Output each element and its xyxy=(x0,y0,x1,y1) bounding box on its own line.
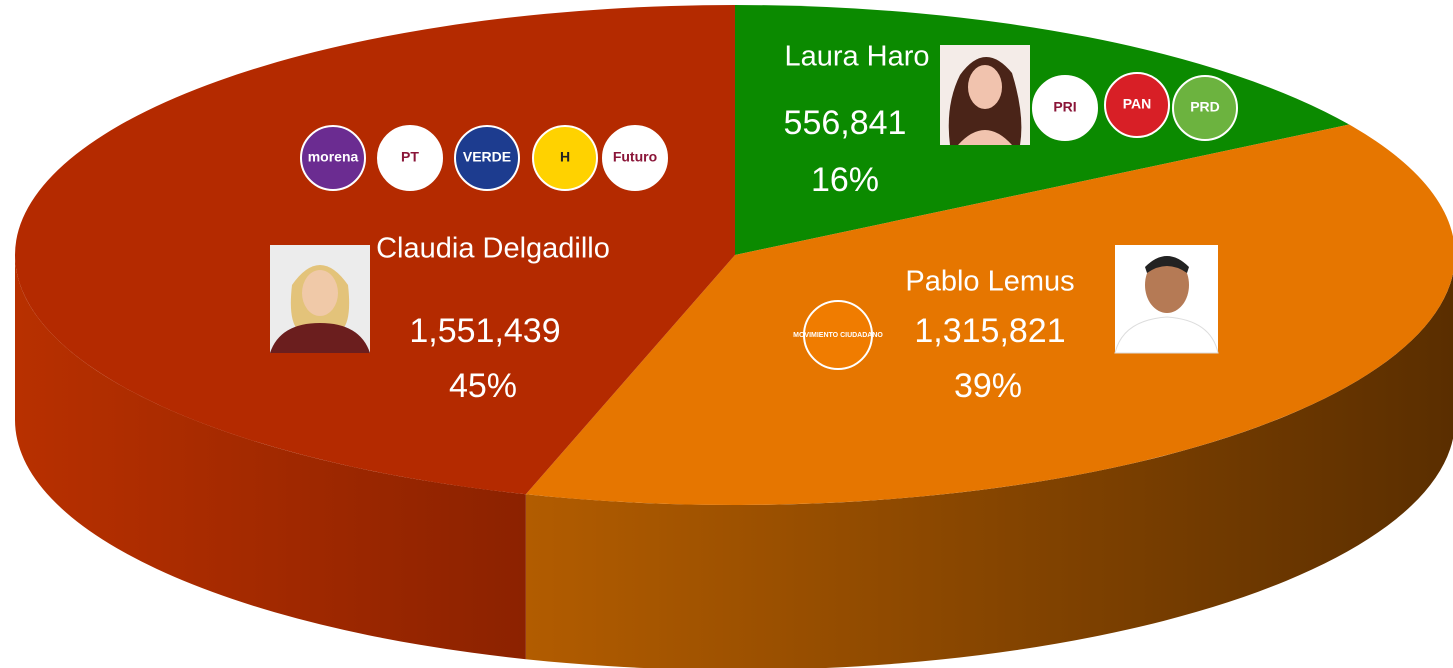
slice-side xyxy=(14,255,526,660)
party-logo xyxy=(377,125,443,191)
party-logo-text: PT xyxy=(401,149,419,165)
vote-label: 1,315,821 xyxy=(914,312,1065,350)
pie-tops xyxy=(14,5,1453,505)
slice-side xyxy=(525,273,1453,668)
party-logo-text: PRI xyxy=(1053,99,1076,115)
percentage-label: 45% xyxy=(449,367,517,405)
party-logo xyxy=(1172,75,1238,141)
labels: Laura Haro 556,841 16% PRI PAN PRD Pablo Lemus… xyxy=(300,41,1238,405)
party-logo xyxy=(602,125,668,191)
candidate-name: Pablo Lemus xyxy=(905,266,1074,298)
candidate-name: Claudia Delgadillo xyxy=(376,233,610,265)
party-logo xyxy=(300,125,366,191)
candidate-photo xyxy=(1114,245,1219,354)
percentage-label: 16% xyxy=(811,161,879,199)
slice xyxy=(525,124,1453,505)
party-logo-text: morena xyxy=(308,149,359,165)
candidate-name: Laura Haro xyxy=(784,41,929,73)
party-logo-text: PRD xyxy=(1190,99,1220,115)
party-logo xyxy=(1032,75,1098,141)
party-logo-text: PAN xyxy=(1123,96,1152,112)
party-logo xyxy=(1104,72,1170,138)
party-logo xyxy=(803,300,873,370)
candidate-photo xyxy=(270,245,370,353)
party-logo-text: VERDE xyxy=(463,149,511,165)
party-logo-text: H xyxy=(560,149,570,165)
party-logo-text: Futuro xyxy=(613,149,657,165)
pie-sides xyxy=(14,255,1453,668)
percentage-label: 39% xyxy=(954,367,1022,405)
party-logo-text: MOVIMIENTO CIUDADANO xyxy=(793,332,883,339)
party-logo xyxy=(532,125,598,191)
party-logo xyxy=(454,125,520,191)
vote-label: 1,551,439 xyxy=(409,312,560,350)
photos xyxy=(270,45,1219,354)
candidate-photo xyxy=(940,45,1030,146)
vote-label: 556,841 xyxy=(784,104,907,142)
